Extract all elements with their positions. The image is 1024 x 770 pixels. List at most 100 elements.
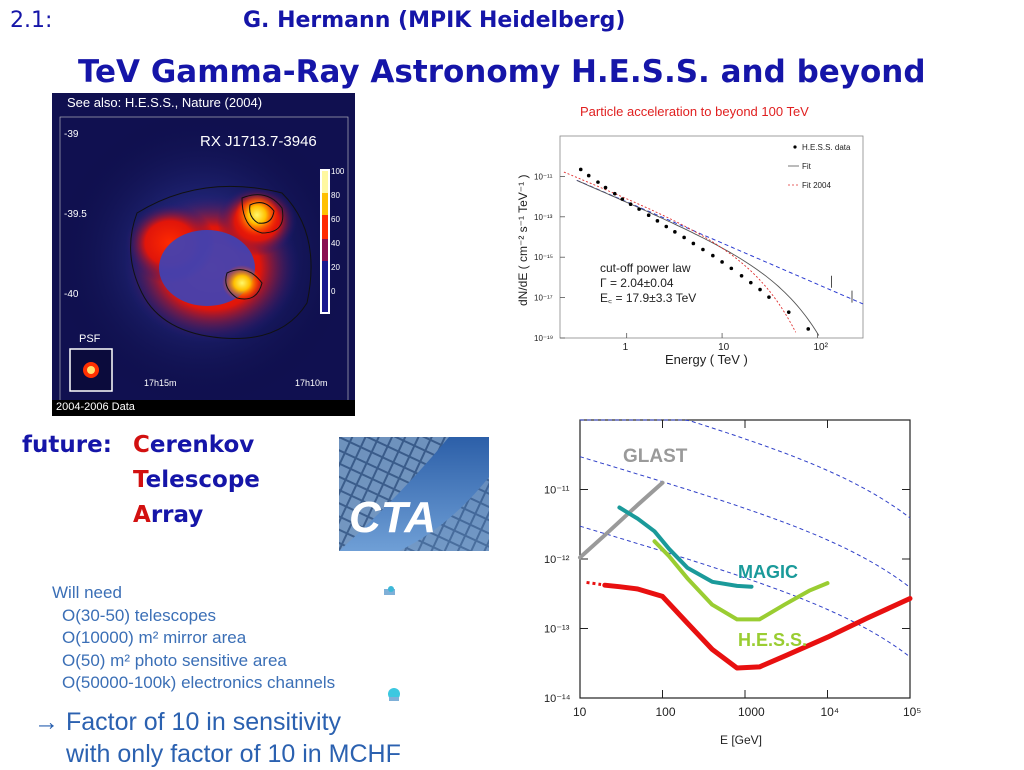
conclusion-line: with only factor of 10 in MCHF	[66, 740, 401, 768]
fit-2004-line	[563, 171, 797, 333]
legend-entry: Fit 2004	[802, 181, 831, 190]
data-point	[758, 287, 762, 292]
small-telescope-icon	[382, 582, 398, 595]
conclusion: → Factor of 10 in sensitivity with only …	[34, 706, 401, 770]
colorbar-tick: 0	[331, 287, 336, 296]
y-tick-label: 10⁻¹²	[544, 554, 570, 566]
colorbar-tick: 80	[331, 191, 340, 200]
y-tick-label: 10⁻¹³	[534, 213, 553, 222]
legend-marker-data	[793, 145, 797, 149]
glast-curve	[578, 480, 665, 560]
series-label-magic: MAGIC	[738, 562, 798, 582]
magic-low-threshold-curve	[652, 539, 830, 622]
requirements-heading: Will need	[52, 583, 122, 602]
requirement-item: O(10000) m² mirror area	[62, 628, 247, 647]
annotation-line: Γ = 2.04±0.04	[600, 276, 674, 290]
dec-label: -40	[64, 289, 79, 300]
sky-map-image: See also: H.E.S.S., Nature (2004) RX J17…	[52, 93, 355, 416]
data-point	[664, 224, 669, 229]
data-point	[578, 167, 583, 172]
colorbar-tick: 20	[331, 263, 340, 272]
sky-map-graphic	[52, 93, 355, 416]
plot-frame	[559, 135, 864, 339]
data-point	[628, 202, 633, 207]
colorbar-tick: 40	[331, 239, 340, 248]
small-telescope-icon	[385, 686, 403, 702]
cta-mirror-graphic: CTA	[339, 437, 489, 551]
ra-label: 17h10m	[295, 378, 328, 388]
x-tick-label: 10	[573, 705, 587, 719]
data-point	[673, 230, 677, 234]
x-tick-label: 100	[656, 705, 676, 719]
data-point	[729, 266, 734, 271]
series-label-glast: GLAST	[623, 446, 688, 467]
magic-curve	[617, 505, 754, 589]
data-point	[655, 219, 660, 223]
source-name-label: RX J1713.7-3946	[200, 133, 317, 150]
data-point	[739, 274, 744, 278]
y-tick-label: 10⁻¹¹	[534, 172, 553, 181]
reference-dashed-curve	[579, 456, 911, 588]
series-label-hess: H.E.S.S.	[738, 630, 807, 650]
conclusion-line: → Factor of 10 in sensitivity	[34, 708, 342, 736]
data-point	[691, 241, 696, 246]
ra-label: 17h15m	[144, 378, 177, 388]
hess-curve	[602, 582, 913, 671]
dec-label: -39	[64, 129, 79, 140]
data-point	[749, 280, 753, 285]
y-tick-label: 10⁻¹⁵	[534, 253, 553, 262]
annotation-line: cut-off power law	[600, 261, 691, 275]
data-point	[767, 295, 771, 299]
legend-entry: Fit	[802, 162, 812, 171]
dec-label: -39.5	[64, 209, 87, 220]
data-point	[711, 253, 715, 258]
chart-title: Particle acceleration to beyond 100 TeV	[580, 104, 809, 119]
data-point	[806, 327, 811, 331]
x-axis-label: E [GeV]	[720, 733, 762, 747]
psf-label: PSF	[79, 333, 101, 345]
data-point	[646, 213, 651, 218]
annotation-line: E꜀ = 17.9±3.3 TeV	[600, 291, 696, 305]
requirements-list: Will need O(30-50) telescopes O(10000) m…	[52, 582, 335, 695]
acronym-line: Cerenkov	[133, 432, 255, 458]
future-label: future:	[22, 432, 112, 458]
power-law-line	[576, 179, 864, 305]
x-tick-label: 10⁵	[903, 705, 921, 719]
data-point	[720, 260, 724, 264]
acronym-line: Telescope	[133, 467, 260, 493]
colorbar-tick: 60	[331, 215, 340, 224]
data-period-label: 2004-2006 Data	[56, 401, 135, 413]
acronym-line: Array	[133, 502, 204, 528]
author-line: G. Hermann (MPIK Heidelberg)	[243, 8, 626, 33]
data-point	[682, 235, 686, 240]
y-tick-label: 10⁻¹³	[544, 624, 570, 636]
legend-entry: H.E.S.S. data	[802, 143, 851, 152]
see-also-label: See also: H.E.S.S., Nature (2004)	[67, 95, 263, 110]
y-axis-label: dN/dE ( cm⁻² s⁻¹ TeV⁻¹ )	[516, 175, 530, 306]
requirement-item: O(30-50) telescopes	[62, 605, 217, 625]
data-point	[603, 185, 608, 190]
sensitivity-chart: 10⁻¹¹ 10⁻¹² 10⁻¹³ 10⁻¹⁴ 10 100 1000 10⁴ 10⁵ GLA…	[544, 419, 921, 747]
x-tick-label: 10	[718, 342, 730, 353]
slide-number: 2.1:	[10, 8, 53, 33]
data-point	[786, 310, 791, 314]
requirement-item: O(50) m² photo sensitive area	[62, 650, 287, 670]
x-tick-label: 10⁴	[821, 705, 840, 719]
x-tick-label: 1000	[738, 705, 765, 719]
x-tick-label: 10²	[813, 342, 828, 353]
data-point	[586, 173, 591, 178]
y-tick-label: 10⁻¹¹	[544, 485, 570, 497]
y-tick-label: 10⁻¹⁷	[534, 294, 553, 303]
x-tick-label: 1	[623, 342, 629, 353]
requirement-item: O(50000-100k) electronics channels	[62, 673, 336, 692]
cta-photo: CTA	[339, 437, 489, 551]
spectrum-chart: Particle acceleration to beyond 100 TeV …	[516, 104, 864, 367]
data-point	[620, 197, 625, 201]
y-tick-label: 10⁻¹⁴	[544, 693, 571, 705]
reference-dashed-curve	[579, 525, 911, 658]
hess-extension-dotted	[586, 580, 602, 586]
y-tick-label: 10⁻¹⁹	[534, 334, 553, 343]
cta-photo-text: CTA	[349, 493, 436, 542]
colorbar-tick: 100	[331, 167, 345, 176]
slide-title: TeV Gamma-Ray Astronomy H.E.S.S. and bey…	[78, 54, 926, 90]
